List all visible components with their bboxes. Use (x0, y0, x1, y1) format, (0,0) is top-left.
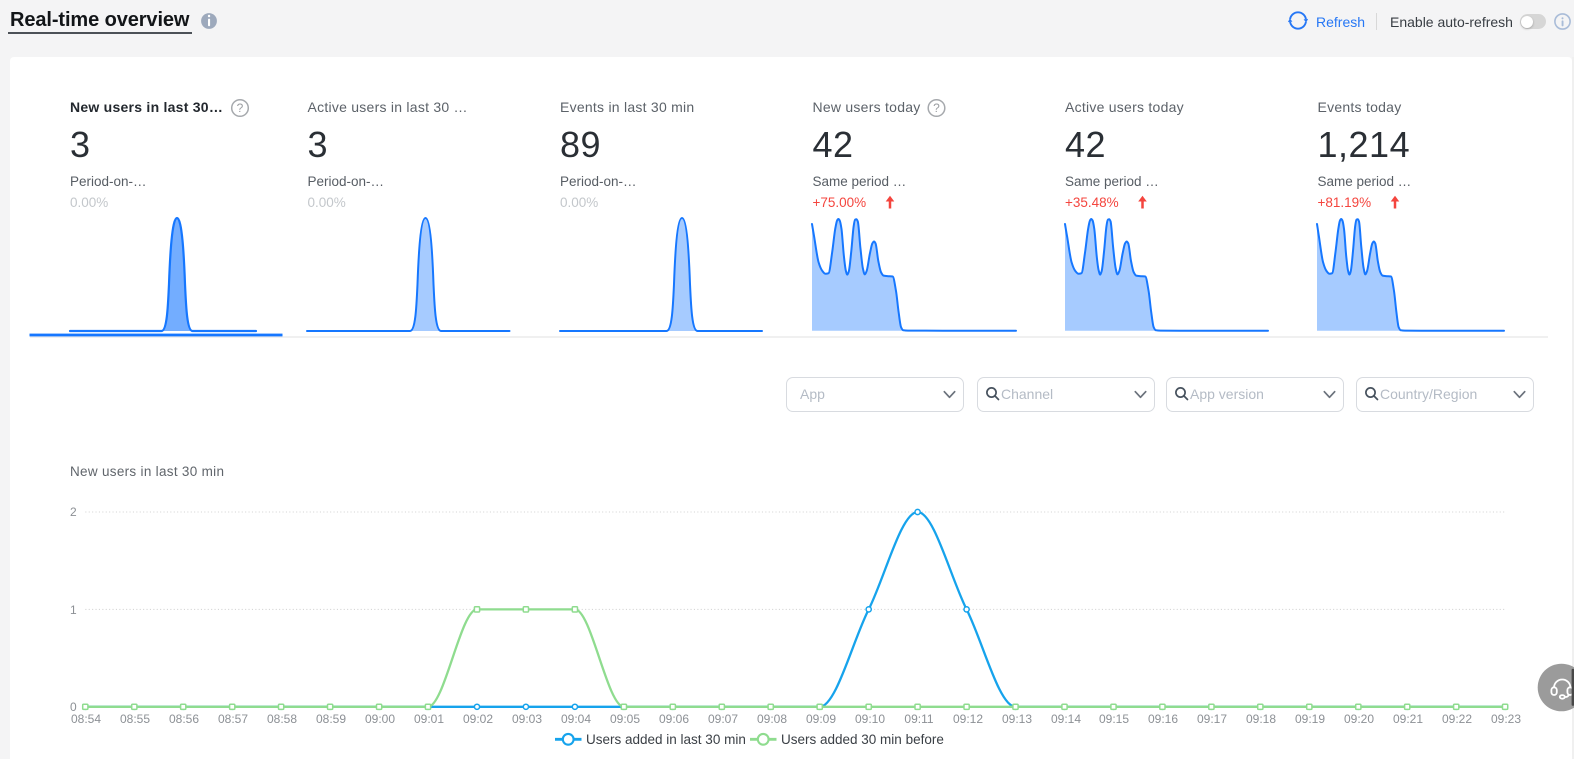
svg-text:?: ? (933, 101, 940, 115)
svg-text:?: ? (237, 101, 244, 115)
